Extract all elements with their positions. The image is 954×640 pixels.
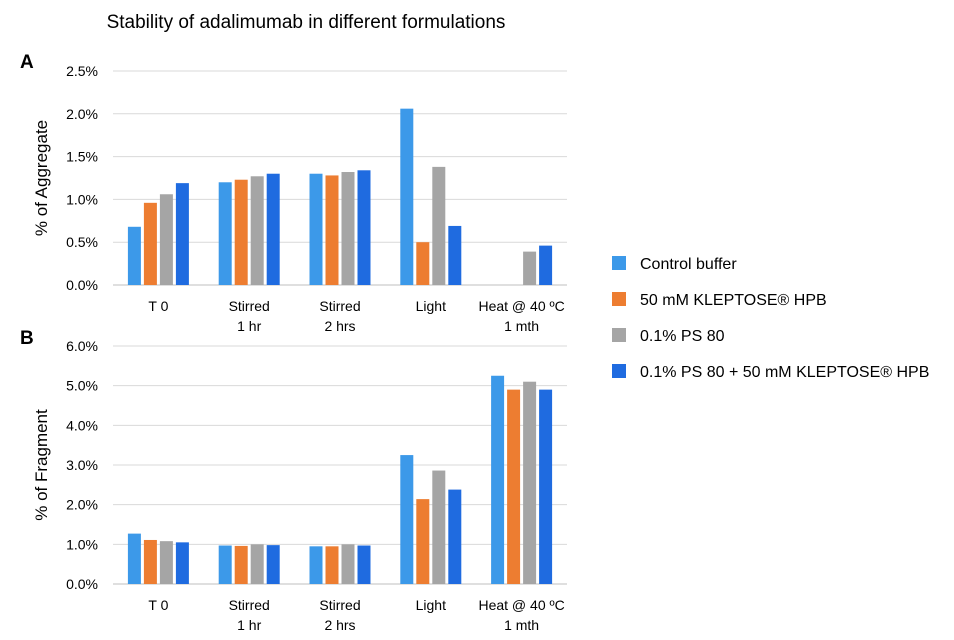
x-category-label-a-0-0: T 0	[148, 298, 168, 314]
x-category-label-b-4-1: 1 mth	[504, 617, 539, 633]
bar-b-cat1-series2	[250, 544, 264, 584]
bar-a-cat0-series3	[175, 183, 189, 285]
y-tick-label-b-3: 3.0%	[66, 457, 98, 473]
x-category-label-b-3-0: Light	[416, 597, 446, 613]
y-tick-label-b-2: 2.0%	[66, 497, 98, 513]
bar-b-cat2-series3	[357, 545, 371, 584]
legend-label-3: 0.1% PS 80 + 50 mM KLEPTOSE® HPB	[640, 364, 929, 381]
x-category-label-a-1-1: 1 hr	[237, 318, 261, 334]
y-tick-label-a-4: 2.0%	[66, 106, 98, 122]
x-category-label-b-0-0: T 0	[148, 597, 168, 613]
bar-b-cat2-series0	[309, 546, 323, 584]
bar-a-cat2-series1	[325, 175, 339, 285]
bar-b-cat4-series2	[523, 381, 537, 584]
y-axis-title-a: % of Aggregate	[32, 120, 51, 236]
bar-a-cat1-series0	[218, 182, 232, 285]
y-tick-label-b-1: 1.0%	[66, 536, 98, 552]
bar-a-cat0-series2	[159, 194, 173, 285]
legend-label-2: 0.1% PS 80	[640, 328, 725, 345]
panel-letter-b: B	[20, 328, 34, 349]
legend-swatch-2	[612, 328, 626, 342]
bar-b-cat3-series3	[448, 489, 462, 584]
bar-a-cat4-series3	[539, 245, 553, 285]
bar-a-cat2-series2	[341, 172, 355, 285]
legend-label-0: Control buffer	[640, 256, 737, 273]
x-category-label-b-2-0: Stirred	[319, 597, 360, 613]
x-category-label-b-1-1: 1 hr	[237, 617, 261, 633]
legend-swatch-3	[612, 364, 626, 378]
y-tick-label-b-5: 5.0%	[66, 378, 98, 394]
aggregate-chart-panel: 0.0% 0.5% 1.0% 1.5% 2.0% 2.5% % of Aggregate T …	[32, 63, 567, 334]
bar-a-cat2-series3	[357, 170, 371, 285]
chart-title: Stability of adalimumab in different for…	[107, 12, 506, 33]
bar-a-cat3-series3	[448, 225, 462, 285]
bar-a-cat1-series3	[266, 173, 280, 285]
x-category-label-b-2-1: 2 hrs	[324, 617, 355, 633]
y-tick-label-a-1: 0.5%	[66, 234, 98, 250]
bar-a-cat3-series0	[400, 108, 414, 285]
y-tick-label-a-2: 1.0%	[66, 191, 98, 207]
bar-b-cat0-series3	[175, 542, 189, 584]
x-category-label-a-1-0: Stirred	[229, 298, 270, 314]
x-category-label-b-4-0: Heat @ 40 ºC	[478, 597, 564, 613]
panel-letter-a: A	[20, 52, 34, 73]
bar-a-cat1-series2	[250, 176, 264, 285]
bar-a-cat4-series2	[523, 251, 537, 285]
legend-label-1: 50 mM KLEPTOSE® HPB	[640, 292, 827, 309]
bar-a-cat3-series2	[432, 166, 446, 285]
x-category-label-a-4-0: Heat @ 40 ºC	[478, 298, 564, 314]
bar-b-cat1-series3	[266, 545, 280, 584]
bar-b-cat0-series0	[127, 533, 141, 584]
bar-a-cat0-series0	[127, 226, 141, 285]
bar-b-cat1-series0	[218, 545, 232, 584]
bar-b-cat3-series2	[432, 470, 446, 584]
bar-b-cat3-series1	[416, 499, 430, 584]
bar-b-cat0-series2	[159, 541, 173, 584]
bar-b-cat4-series0	[491, 375, 505, 584]
y-axis-title-b: % of Fragment	[32, 409, 51, 521]
bar-a-cat2-series0	[309, 173, 323, 285]
chart-legend: Control buffer 50 mM KLEPTOSE® HPB 0.1% PS…	[612, 256, 929, 381]
x-category-label-a-2-0: Stirred	[319, 298, 360, 314]
bar-b-cat4-series3	[539, 389, 553, 584]
bar-b-cat2-series1	[325, 546, 339, 584]
x-category-label-a-4-1: 1 mth	[504, 318, 539, 334]
bar-a-cat3-series1	[416, 242, 430, 285]
bar-b-cat2-series2	[341, 544, 355, 584]
legend-swatch-0	[612, 256, 626, 270]
fragment-chart-panel: 0.0% 1.0% 2.0% 3.0% 4.0% 5.0% 6.0% % of Fragmen…	[32, 338, 567, 633]
y-tick-label-a-0: 0.0%	[66, 277, 98, 293]
y-tick-label-a-5: 2.5%	[66, 63, 98, 79]
legend-swatch-1	[612, 292, 626, 306]
bar-b-cat1-series1	[234, 545, 248, 584]
bar-b-cat0-series1	[143, 539, 157, 584]
bar-a-cat1-series1	[234, 179, 248, 285]
y-tick-label-b-4: 4.0%	[66, 417, 98, 433]
x-category-label-a-3-0: Light	[416, 298, 446, 314]
bar-a-cat0-series1	[143, 202, 157, 285]
x-category-label-b-1-0: Stirred	[229, 597, 270, 613]
bar-b-cat3-series0	[400, 455, 414, 584]
y-tick-label-a-3: 1.5%	[66, 149, 98, 165]
y-tick-label-b-0: 0.0%	[66, 576, 98, 592]
y-tick-label-b-6: 6.0%	[66, 338, 98, 354]
x-category-label-a-2-1: 2 hrs	[324, 318, 355, 334]
bar-b-cat4-series1	[507, 389, 521, 584]
